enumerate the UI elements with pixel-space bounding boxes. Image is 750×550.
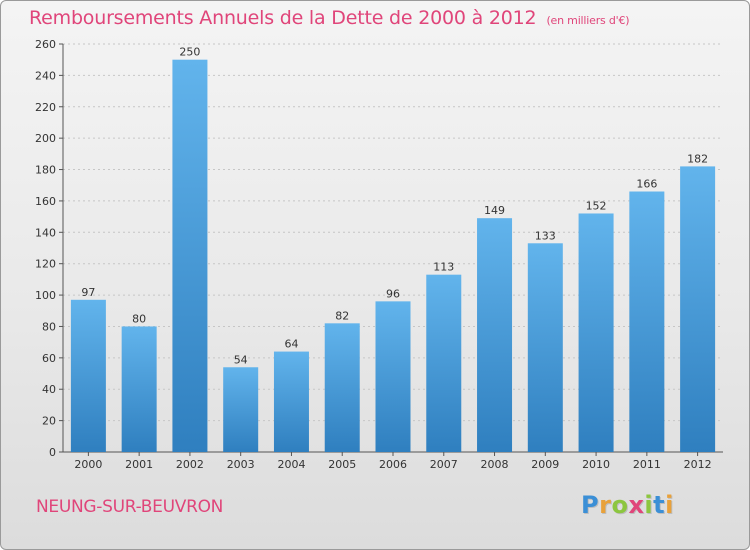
- x-tick-label: 2002: [176, 458, 204, 471]
- x-tick-label: 2004: [277, 458, 305, 471]
- bar-2000: [70, 299, 106, 452]
- y-tick-label: 220: [35, 101, 56, 114]
- bar-2007: [426, 274, 462, 452]
- value-label: 152: [586, 199, 607, 212]
- x-tick-label: 2007: [430, 458, 458, 471]
- logo-letter: x: [628, 491, 645, 519]
- bar-2006: [375, 301, 411, 452]
- value-label: 166: [636, 178, 657, 191]
- y-tick-label: 260: [35, 38, 56, 51]
- bar-2003: [223, 367, 259, 452]
- value-label: 80: [132, 312, 146, 325]
- y-tick-label: 60: [42, 352, 56, 365]
- y-tick-label: 40: [42, 383, 56, 396]
- value-label: 113: [433, 261, 454, 274]
- value-label: 96: [386, 287, 400, 300]
- y-tick-label: 20: [42, 415, 56, 428]
- logo-letter: o: [611, 491, 629, 519]
- bar-2010: [578, 213, 614, 452]
- bar-2001: [121, 326, 157, 452]
- city-name: NEUNG-SUR-BEUVRON: [36, 497, 224, 517]
- chart-title-text: Remboursements Annuels de la Dette de 20…: [29, 7, 537, 29]
- logo-letter: t: [653, 491, 666, 519]
- y-tick-label: 100: [35, 289, 56, 302]
- chart-subtitle: (en milliers d'€): [546, 14, 630, 27]
- logo-letter: P: [581, 491, 600, 519]
- x-tick-label: 2001: [125, 458, 153, 471]
- x-tick-label: 2012: [684, 458, 712, 471]
- labels: 0 20 40 60 80 100 120 140 160 180 200 220 240 260 97 20…: [35, 38, 712, 471]
- x-tick-label: 2006: [379, 458, 407, 471]
- bar-2002: [172, 59, 208, 452]
- logo-letter: i: [644, 491, 654, 519]
- x-tick-label: 2005: [328, 458, 356, 471]
- x-tick-label: 2010: [582, 458, 610, 471]
- x-tick-label: 2000: [74, 458, 102, 471]
- x-tick-label: 2009: [531, 458, 559, 471]
- y-tick-label: 180: [35, 164, 56, 177]
- bar-2012: [680, 166, 716, 452]
- value-label: 64: [284, 338, 298, 351]
- bar-2005: [324, 323, 360, 452]
- value-label: 133: [535, 229, 556, 242]
- value-label: 97: [81, 286, 95, 299]
- y-tick-label: 80: [42, 320, 56, 333]
- y-tick-label: 160: [35, 195, 56, 208]
- x-tick-label: 2011: [633, 458, 661, 471]
- bars: [70, 59, 716, 452]
- y-tick-label: 0: [49, 446, 56, 459]
- bar-2008: [477, 218, 513, 452]
- value-label: 149: [484, 204, 505, 217]
- value-label: 250: [179, 46, 200, 59]
- x-tick-label: 2008: [481, 458, 509, 471]
- y-tick-label: 240: [35, 69, 56, 82]
- y-tick-label: 140: [35, 226, 56, 239]
- y-tick-label: 120: [35, 258, 56, 271]
- bar-2009: [527, 243, 563, 452]
- x-tick-label: 2003: [227, 458, 255, 471]
- chart-title: Remboursements Annuels de la Dette de 20…: [29, 7, 630, 29]
- logo-letter: i: [665, 491, 674, 519]
- proxiti-logo: Proxiti: [581, 491, 674, 519]
- logo-letter: r: [599, 491, 612, 519]
- value-label: 182: [687, 152, 708, 165]
- bar-2004: [273, 351, 309, 452]
- value-label: 54: [234, 353, 248, 366]
- value-label: 82: [335, 309, 349, 322]
- y-tick-label: 200: [35, 132, 56, 145]
- bar-2011: [629, 191, 665, 452]
